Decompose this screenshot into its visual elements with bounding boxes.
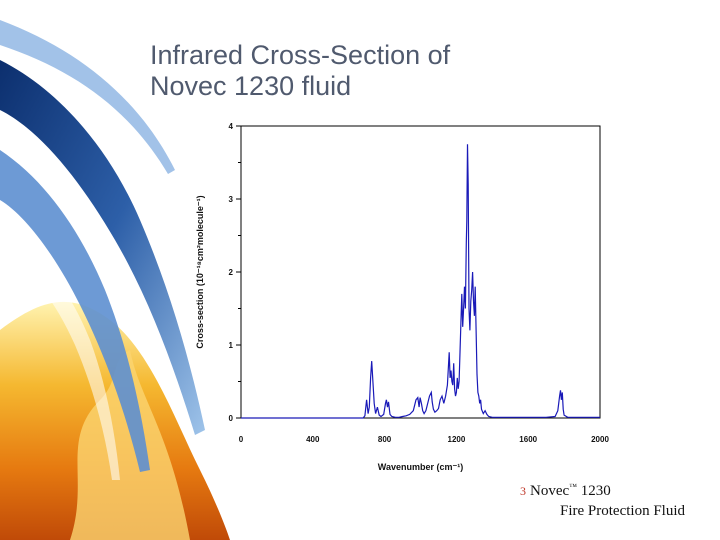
footer-product-number: 1230: [577, 483, 611, 499]
x-tick-label: 1600: [519, 435, 537, 444]
blue-swoosh-thin: [0, 20, 175, 174]
x-tick-label: 800: [378, 435, 392, 444]
slide-title-line2: Novec 1230 fluid: [150, 71, 352, 101]
footer-trademark: ™: [569, 482, 577, 491]
blue-swoosh-dark: [0, 60, 205, 435]
footer-subtitle: Fire Protection Fluid: [560, 503, 685, 519]
y-tick-label: 4: [229, 122, 234, 131]
y-tick-label: 2: [229, 268, 234, 277]
x-tick-label: 400: [306, 435, 320, 444]
flame-tongue: [70, 350, 190, 540]
x-axis-ticks: 0 400 800 1200 1600 2000: [239, 435, 610, 444]
white-swoosh: [0, 230, 120, 480]
x-axis-title: Wavenumber (cm⁻¹): [378, 462, 463, 472]
series-line: [241, 144, 600, 419]
slide-title-line1: Infrared Cross-Section of: [150, 40, 451, 70]
y-axis-ticks: 0 1 2 3 4: [229, 122, 241, 423]
plot-frame: [240, 125, 601, 419]
footer-caption: 3 Novec™ 1230 Fire Protection Fluid: [520, 482, 715, 520]
blue-swoosh-light: [0, 150, 150, 472]
y-axis-title: Cross-section (10⁻¹⁸cm²molecule⁻¹): [195, 195, 205, 348]
x-tick-label: 0: [239, 435, 244, 444]
y-tick-label: 3: [229, 195, 234, 204]
slide-title: Infrared Cross-Section of Novec 1230 flu…: [150, 40, 570, 102]
x-tick-label: 2000: [591, 435, 609, 444]
decorative-flame-swoosh: [0, 20, 230, 540]
y-tick-label: 0: [229, 414, 234, 423]
y-tick-label: 1: [229, 341, 234, 350]
footer-product-line: 3 Novec™ 1230: [520, 482, 715, 500]
x-tick-label: 1200: [448, 435, 466, 444]
footer-bullet: 3: [520, 484, 526, 498]
footer-brand: Novec: [530, 483, 570, 499]
